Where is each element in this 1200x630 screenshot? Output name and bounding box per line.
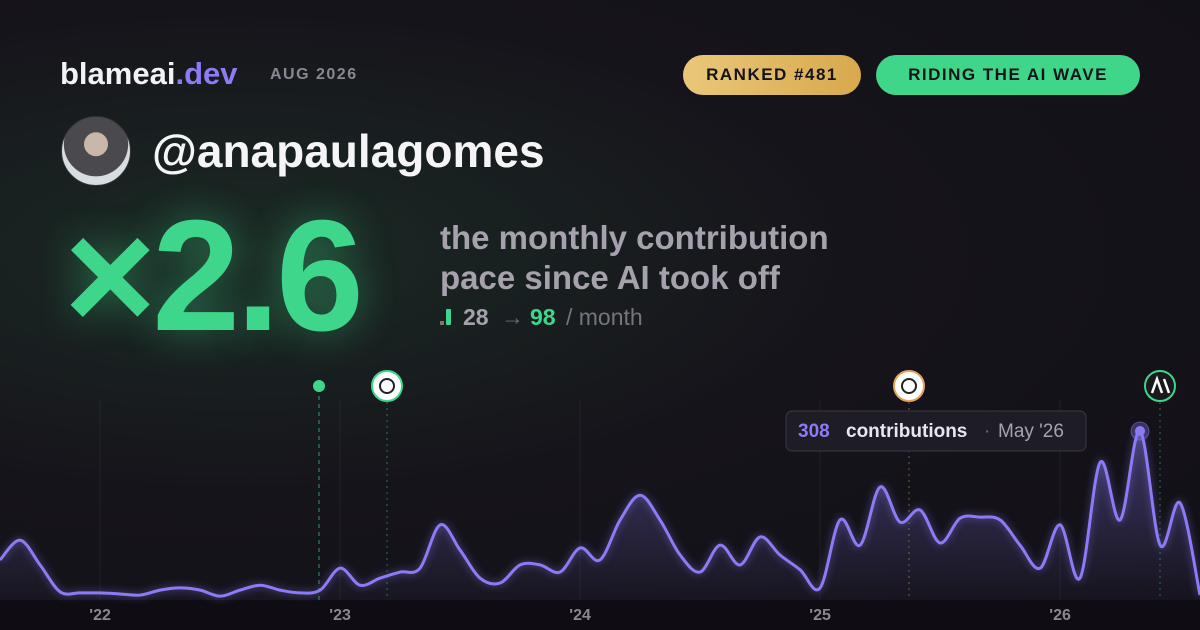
peak-point	[1135, 426, 1145, 437]
tooltip-date: May '26	[998, 421, 1064, 442]
tooltip: 308 contributions · May '26	[785, 410, 1087, 452]
brand-tld: .dev	[175, 56, 238, 91]
event-icon	[1150, 375, 1171, 394]
tooltip-value: 308	[798, 421, 830, 442]
description-line: pace since AI took off	[440, 259, 780, 296]
description: the monthly contribution pace since AI to…	[440, 218, 829, 298]
pace-unit: / month	[565, 304, 643, 330]
x-tick-label: '24	[569, 607, 591, 624]
tooltip-label: contributions	[846, 421, 967, 442]
tooltip-separator: ·	[984, 421, 990, 442]
event-icon	[379, 378, 395, 394]
x-tick-label: '26	[1049, 607, 1071, 624]
x-tick-label: '25	[809, 607, 831, 624]
description-line: the monthly contribution	[440, 219, 829, 256]
brand: blameai.dev	[60, 56, 237, 92]
pace: 28 → 98 / month	[440, 304, 643, 331]
event-icon	[901, 378, 917, 394]
rank-badge: RANKED #481	[683, 55, 861, 95]
pace-icon	[440, 321, 444, 325]
pace-arrow: →	[500, 304, 524, 330]
pace-after: 98	[529, 304, 556, 330]
event-markers	[313, 370, 1176, 600]
x-axis-band	[0, 600, 1200, 630]
brand-name: blameai	[60, 56, 176, 91]
multiplier: ×2.6	[64, 188, 364, 364]
avatar	[61, 116, 131, 186]
event-dot	[313, 380, 325, 392]
event-icon	[893, 370, 925, 402]
line	[0, 429, 1200, 598]
x-tick-label: '23	[329, 607, 351, 624]
x-tick-label: '22	[89, 607, 111, 624]
pace-before: 28	[463, 304, 489, 330]
status-badge: RIDING THE AI WAVE	[876, 55, 1140, 95]
area	[0, 430, 1200, 600]
username: @anapaulagomes	[152, 125, 545, 177]
event-icon	[371, 370, 403, 402]
tooltip-box	[785, 410, 1087, 452]
plot: '22 '23 '24 '25 '26	[0, 400, 1200, 624]
pace-icon	[446, 309, 451, 325]
period: AUG 2026	[270, 66, 358, 83]
